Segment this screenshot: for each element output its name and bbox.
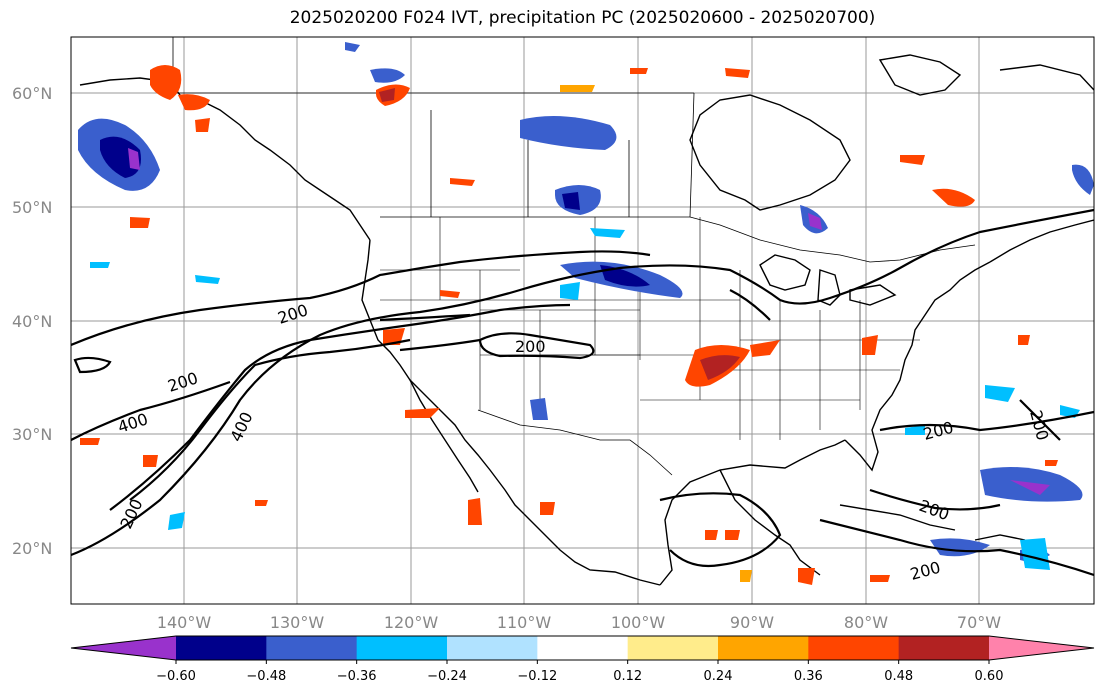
lon-label: 90°W [730, 613, 774, 632]
lon-label: 120°W [384, 613, 439, 632]
map-title: 2025020200 F024 IVT, precipitation PC (2… [289, 8, 876, 28]
colorbar-segment [447, 636, 538, 660]
lat-label: 40°N [12, 312, 52, 331]
lat-label: 30°N [12, 425, 52, 444]
colorbar-segment [266, 636, 358, 660]
colorbar-segment [898, 636, 990, 660]
colorbar-tick-label: 0.48 [884, 669, 913, 684]
lon-label: 100°W [611, 613, 666, 632]
lat-label: 60°N [12, 84, 52, 103]
ivt-contours [71, 208, 1094, 577]
lat-label: 50°N [12, 198, 52, 217]
colorbar: −0.60 −0.48 −0.36 −0.24 −0.12 0.12 0.24 0.36 0.4… [70, 635, 1095, 684]
colorbar-segment [627, 636, 719, 660]
longitude-labels: 140°W 130°W 120°W 110°W 100°W 90°W 80°W … [157, 613, 1001, 632]
colorbar-tick-label: −0.12 [517, 669, 557, 684]
latitude-labels: 60°N 50°N 40°N 30°N 20°N [12, 84, 52, 558]
lon-label: 140°W [157, 613, 212, 632]
colorbar-tick-label: 0.36 [794, 669, 823, 684]
colorbar-tick-label: −0.48 [246, 669, 286, 684]
colorbar-extend-low [71, 636, 176, 660]
colorbar-tick-label: −0.60 [156, 669, 196, 684]
colorbar-segment [176, 636, 267, 660]
colorbar-extend-high [989, 636, 1094, 660]
colorbar-tick-label: −0.24 [427, 669, 467, 684]
lon-label: 110°W [497, 613, 552, 632]
plot-frame [70, 36, 1095, 605]
colorbar-tick-label: 0.24 [704, 669, 733, 684]
colorbar-segment [537, 636, 629, 660]
colorbar-segment [808, 636, 900, 660]
colorbar-tick-label: −0.36 [337, 669, 377, 684]
lon-label: 80°W [844, 613, 888, 632]
lon-label: 70°W [957, 613, 1001, 632]
contour-label: 200 [515, 337, 546, 356]
lon-label: 130°W [270, 613, 325, 632]
coastlines [79, 54, 1094, 586]
precip-anomaly-shading [78, 42, 1094, 585]
colorbar-segment [356, 636, 448, 660]
colorbar-tick-label: 0.12 [613, 669, 642, 684]
lat-label: 20°N [12, 539, 52, 558]
colorbar-segment [718, 636, 809, 660]
colorbar-tick-label: 0.60 [975, 669, 1004, 684]
